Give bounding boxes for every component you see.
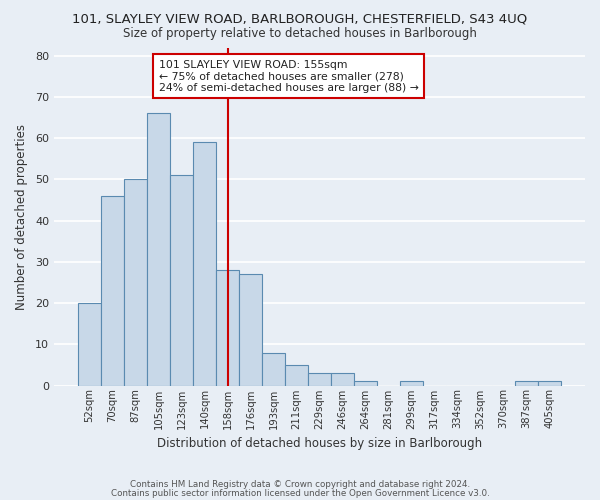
Bar — [239, 274, 262, 386]
Text: Contains public sector information licensed under the Open Government Licence v3: Contains public sector information licen… — [110, 489, 490, 498]
Bar — [262, 352, 285, 386]
Bar — [216, 270, 239, 386]
Bar — [193, 142, 216, 386]
Bar — [331, 373, 354, 386]
X-axis label: Distribution of detached houses by size in Barlborough: Distribution of detached houses by size … — [157, 437, 482, 450]
Bar — [400, 382, 423, 386]
Y-axis label: Number of detached properties: Number of detached properties — [15, 124, 28, 310]
Text: Contains HM Land Registry data © Crown copyright and database right 2024.: Contains HM Land Registry data © Crown c… — [130, 480, 470, 489]
Bar — [538, 382, 561, 386]
Text: Size of property relative to detached houses in Barlborough: Size of property relative to detached ho… — [123, 28, 477, 40]
Bar — [170, 176, 193, 386]
Bar — [515, 382, 538, 386]
Bar — [124, 180, 147, 386]
Bar — [308, 373, 331, 386]
Bar — [354, 382, 377, 386]
Bar — [147, 114, 170, 386]
Bar — [101, 196, 124, 386]
Text: 101 SLAYLEY VIEW ROAD: 155sqm
← 75% of detached houses are smaller (278)
24% of : 101 SLAYLEY VIEW ROAD: 155sqm ← 75% of d… — [158, 60, 418, 93]
Bar — [285, 365, 308, 386]
Text: 101, SLAYLEY VIEW ROAD, BARLBOROUGH, CHESTERFIELD, S43 4UQ: 101, SLAYLEY VIEW ROAD, BARLBOROUGH, CHE… — [73, 12, 527, 26]
Bar — [78, 303, 101, 386]
